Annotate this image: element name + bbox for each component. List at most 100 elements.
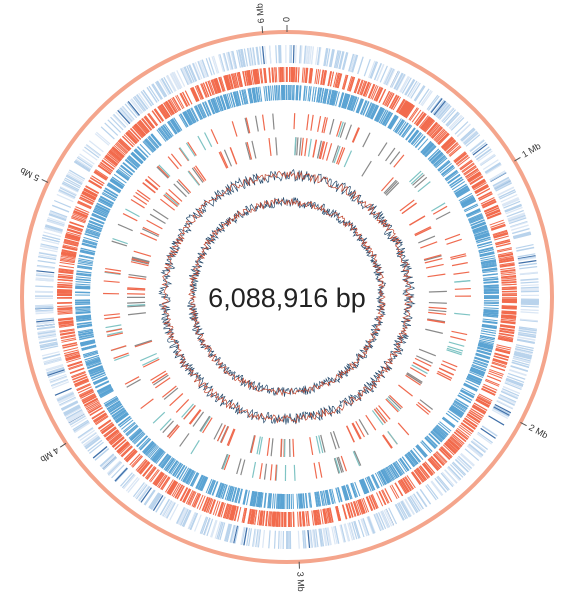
reverse-cds-track-feature [479,251,495,256]
reverse-cds-track-feature [467,374,483,381]
outer-feature-track-feature [404,79,415,96]
forward-cds-track-feature [73,209,88,217]
reverse-cds-track-feature [217,483,224,498]
reverse-cds-track-feature [107,401,121,411]
outer-feature-track-feature [89,441,104,454]
reverse-cds-track-feature [251,87,255,103]
forward-cds-track-feature [495,347,511,353]
forward-cds-track-feature [378,490,387,505]
reverse-cds-track-feature [244,89,249,105]
outer-feature-track-feature [252,528,256,547]
outer-feature-track-feature [357,519,365,538]
outer-feature-track-feature [74,422,91,434]
forward-cds-track-feature [191,87,199,102]
outer-feature-track-feature [326,527,331,546]
reverse-cds-track-feature [164,123,174,137]
outer-feature-track-feature [505,380,523,389]
reverse-cds-track-feature [107,182,121,192]
reverse-cds-track-feature [170,461,180,475]
forward-cds-track-feature [368,84,376,99]
sparse-feature-track-inner-feature [249,435,256,453]
forward-cds-track-feature [211,79,218,94]
forward-cds-track-feature [397,480,407,495]
outer-feature-track-feature [441,107,455,123]
reverse-cds-track-feature [474,232,490,238]
forward-cds-track-feature [323,508,328,524]
reverse-cds-track-feature [263,492,267,508]
reverse-cds-track-feature [420,441,432,454]
outer-feature-track-feature [194,62,203,80]
reverse-cds-track-feature [94,380,109,388]
forward-cds-track-feature [424,461,436,474]
forward-cds-track-feature [219,502,225,518]
forward-cds-track-feature [485,207,500,215]
forward-cds-track-feature [391,484,400,499]
outer-feature-track-feature [246,527,251,546]
forward-cds-track-feature [405,105,415,119]
reverse-cds-track-feature [103,189,118,199]
outer-feature-track-feature [304,45,307,64]
forward-cds-track-feature [254,509,258,525]
forward-cds-track-feature [498,257,514,262]
forward-cds-track-feature [436,450,448,463]
forward-cds-track-feature [438,448,450,461]
forward-cds-track-feature [492,229,508,236]
forward-cds-track-feature [189,88,198,103]
reverse-cds-track-feature [366,103,374,118]
forward-cds-track-feature [72,213,87,220]
forward-cds-track-feature [207,498,214,514]
reverse-cds-track-feature [110,178,124,188]
outer-feature-track-feature [340,524,346,543]
outer-feature-track-feature [53,199,72,208]
forward-cds-track-feature [108,151,121,162]
outer-feature-track-feature [394,504,405,521]
outer-feature-track-feature [393,72,403,90]
forward-cds-track-feature [67,361,83,368]
forward-cds-track-feature [171,97,180,112]
outer-feature-track-feature [41,237,60,243]
sparse-feature-track-inner-feature [381,177,394,192]
outer-feature-track-feature [504,205,523,213]
forward-cds-track-feature [220,502,226,518]
forward-cds-track-feature [485,208,500,216]
forward-cds-track-feature [303,67,306,83]
forward-cds-track-feature [342,74,348,90]
outer-feature-track-feature [229,524,235,543]
outer-feature-track-feature [40,343,58,349]
forward-cds-track-feature [231,73,236,89]
forward-cds-track-feature [153,471,163,485]
outer-feature-track-feature [47,370,66,378]
forward-cds-track-feature [88,405,102,414]
outer-feature-track-feature [120,107,134,122]
outer-feature-track-feature [408,81,420,98]
reverse-cds-track-feature [470,368,485,376]
reverse-cds-track-feature [108,182,122,192]
forward-cds-track-feature [365,496,373,512]
reverse-cds-track-feature [145,138,157,151]
outer-feature-track-feature [64,406,81,417]
forward-cds-track-feature [466,414,480,424]
forward-cds-track-feature [495,239,510,244]
forward-cds-track-feature [494,235,509,241]
forward-cds-track-feature [293,67,296,83]
outer-feature-track-feature [210,519,217,538]
forward-cds-track-feature [176,485,185,500]
outer-feature-track-feature [186,65,195,83]
reverse-cds-track-feature [431,152,443,164]
forward-cds-track-feature [499,258,515,263]
outer-feature-track-feature [518,260,537,264]
reverse-cds-track-feature [435,157,448,169]
sparse-feature-track-feature [204,132,213,148]
reverse-cds-track-feature [482,267,498,271]
reverse-cds-track-feature [359,479,367,495]
outer-feature-track-feature [520,308,539,312]
reverse-cds-track-feature [453,401,467,411]
outer-feature-track-feature [468,443,484,456]
sparse-feature-track-feature [385,147,396,162]
outer-feature-track-feature [502,388,520,397]
reverse-cds-track-feature [257,86,261,102]
sparse-feature-track-inner-feature [127,305,146,308]
reverse-cds-track-feature [125,159,138,170]
sparse-feature-track-inner-feature [375,407,388,423]
reverse-cds-track-feature [472,362,488,369]
